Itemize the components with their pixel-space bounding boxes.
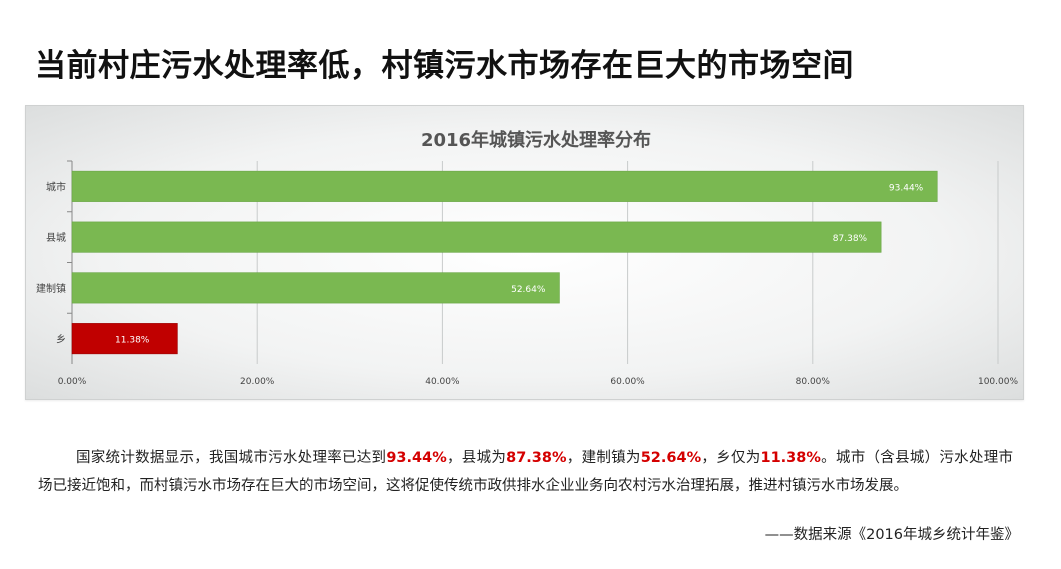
data-label: 52.64% [511, 285, 546, 295]
data-source: ——数据来源《2016年城乡统计年鉴》 [764, 527, 1019, 543]
highlight-value: 52.64% [640, 450, 702, 466]
bar [71, 221, 882, 253]
bars [71, 170, 938, 355]
highlight-value: 93.44% [386, 450, 447, 466]
x-tick-label: 60.00% [610, 377, 645, 387]
y-axis [67, 160, 73, 364]
data-label: 87.38% [833, 234, 868, 244]
category-label: 城市 [46, 180, 66, 193]
bar [71, 323, 178, 355]
bar [71, 170, 938, 202]
bar [71, 272, 560, 304]
chart-title: 2016年城镇污水处理率分布 [421, 129, 651, 151]
x-tick-label: 80.00% [796, 377, 831, 387]
description-text: ，乡仅为 [701, 450, 761, 466]
description-text: 。城市（含县城）污水处理市场已接近饱和，而村镇污水市场存在巨大的市场空间，这将促… [38, 450, 1014, 494]
highlight-value: 87.38% [506, 450, 567, 466]
data-label: 93.44% [889, 183, 924, 193]
x-tick-label: 20.00% [240, 377, 275, 387]
bar-chart: 2016年城镇污水处理率分布 0.00% 20.00% 40.00% 60.00% 80… [36, 129, 1018, 387]
description-text: 国家统计数据显示，我国城市污水处理率已达到 [76, 450, 387, 466]
description-text: ，县城为 [446, 450, 507, 466]
chart-panel: 2016年城镇污水处理率分布 0.00% 20.00% 40.00% 60.00% 80… [25, 105, 1024, 400]
description-text: ，建制镇为 [566, 450, 641, 466]
highlight-value: 11.38% [760, 450, 821, 466]
labels: 0.00% 20.00% 40.00% 60.00% 80.00% 100.00% 城市 93… [36, 180, 1018, 387]
description-paragraph: 国家统计数据显示，我国城市污水处理率已达到93.44%，县城为87.38%，建制… [38, 444, 1013, 500]
category-label: 县城 [46, 232, 66, 244]
data-label: 11.38% [115, 336, 150, 346]
category-label: 建制镇 [36, 282, 66, 295]
x-tick-label: 40.00% [425, 377, 460, 387]
page-title: 当前村庄污水处理率低，村镇污水市场存在巨大的市场空间 [35, 48, 854, 84]
x-tick-label: 0.00% [58, 377, 87, 387]
category-label: 乡 [56, 334, 66, 346]
x-tick-label: 100.00% [978, 377, 1018, 387]
